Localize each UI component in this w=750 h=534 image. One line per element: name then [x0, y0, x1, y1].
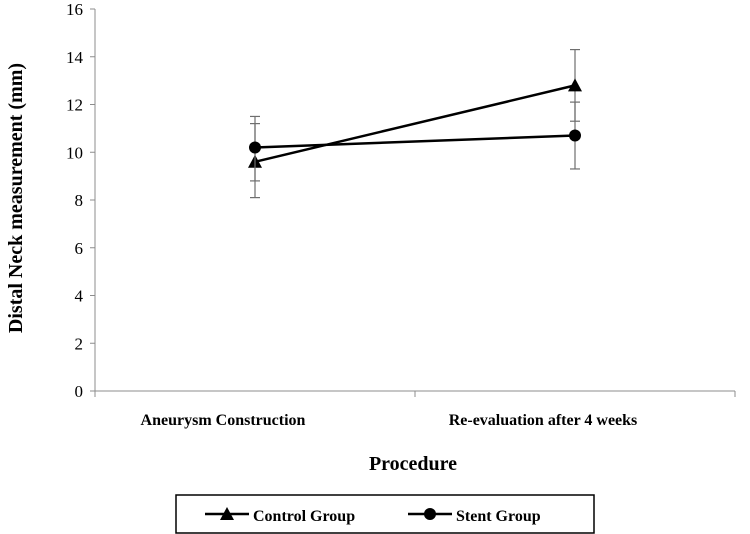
y-tick-label: 8 [75, 191, 84, 210]
x-tick-label: Aneurysm Construction [141, 412, 306, 429]
series-line [254, 134, 576, 149]
legend-marker [220, 507, 234, 520]
series-line [254, 84, 576, 164]
y-tick-label: 10 [66, 143, 83, 162]
data-point [568, 78, 582, 92]
series-stent-group [249, 101, 581, 182]
x-tick-label: Re-evaluation after 4 weeks [449, 412, 638, 429]
y-tick-label: 6 [75, 239, 84, 258]
y-tick-label: 4 [75, 287, 84, 306]
y-tick-label: 14 [66, 48, 84, 67]
axes: 0 2 4 6 8 10 12 14 16 Aneurysm Construction Re-eva… [66, 0, 736, 429]
data-point [249, 141, 261, 154]
y-tick-label: 2 [75, 334, 84, 353]
y-axis-label: Distal Neck measurement (mm) [5, 63, 27, 333]
legend: Control Group Stent Group [175, 494, 595, 534]
y-tick-label: 12 [66, 96, 83, 115]
legend-label: Stent Group [456, 508, 541, 525]
legend-marker [424, 508, 436, 520]
legend-label: Control Group [253, 508, 355, 525]
y-tick-label: 0 [75, 382, 84, 401]
x-axis-label: Procedure [369, 453, 457, 475]
data-point [569, 129, 581, 142]
series-control-group [248, 48, 582, 199]
y-tick-label: 16 [66, 0, 83, 19]
series-layer [248, 48, 582, 199]
